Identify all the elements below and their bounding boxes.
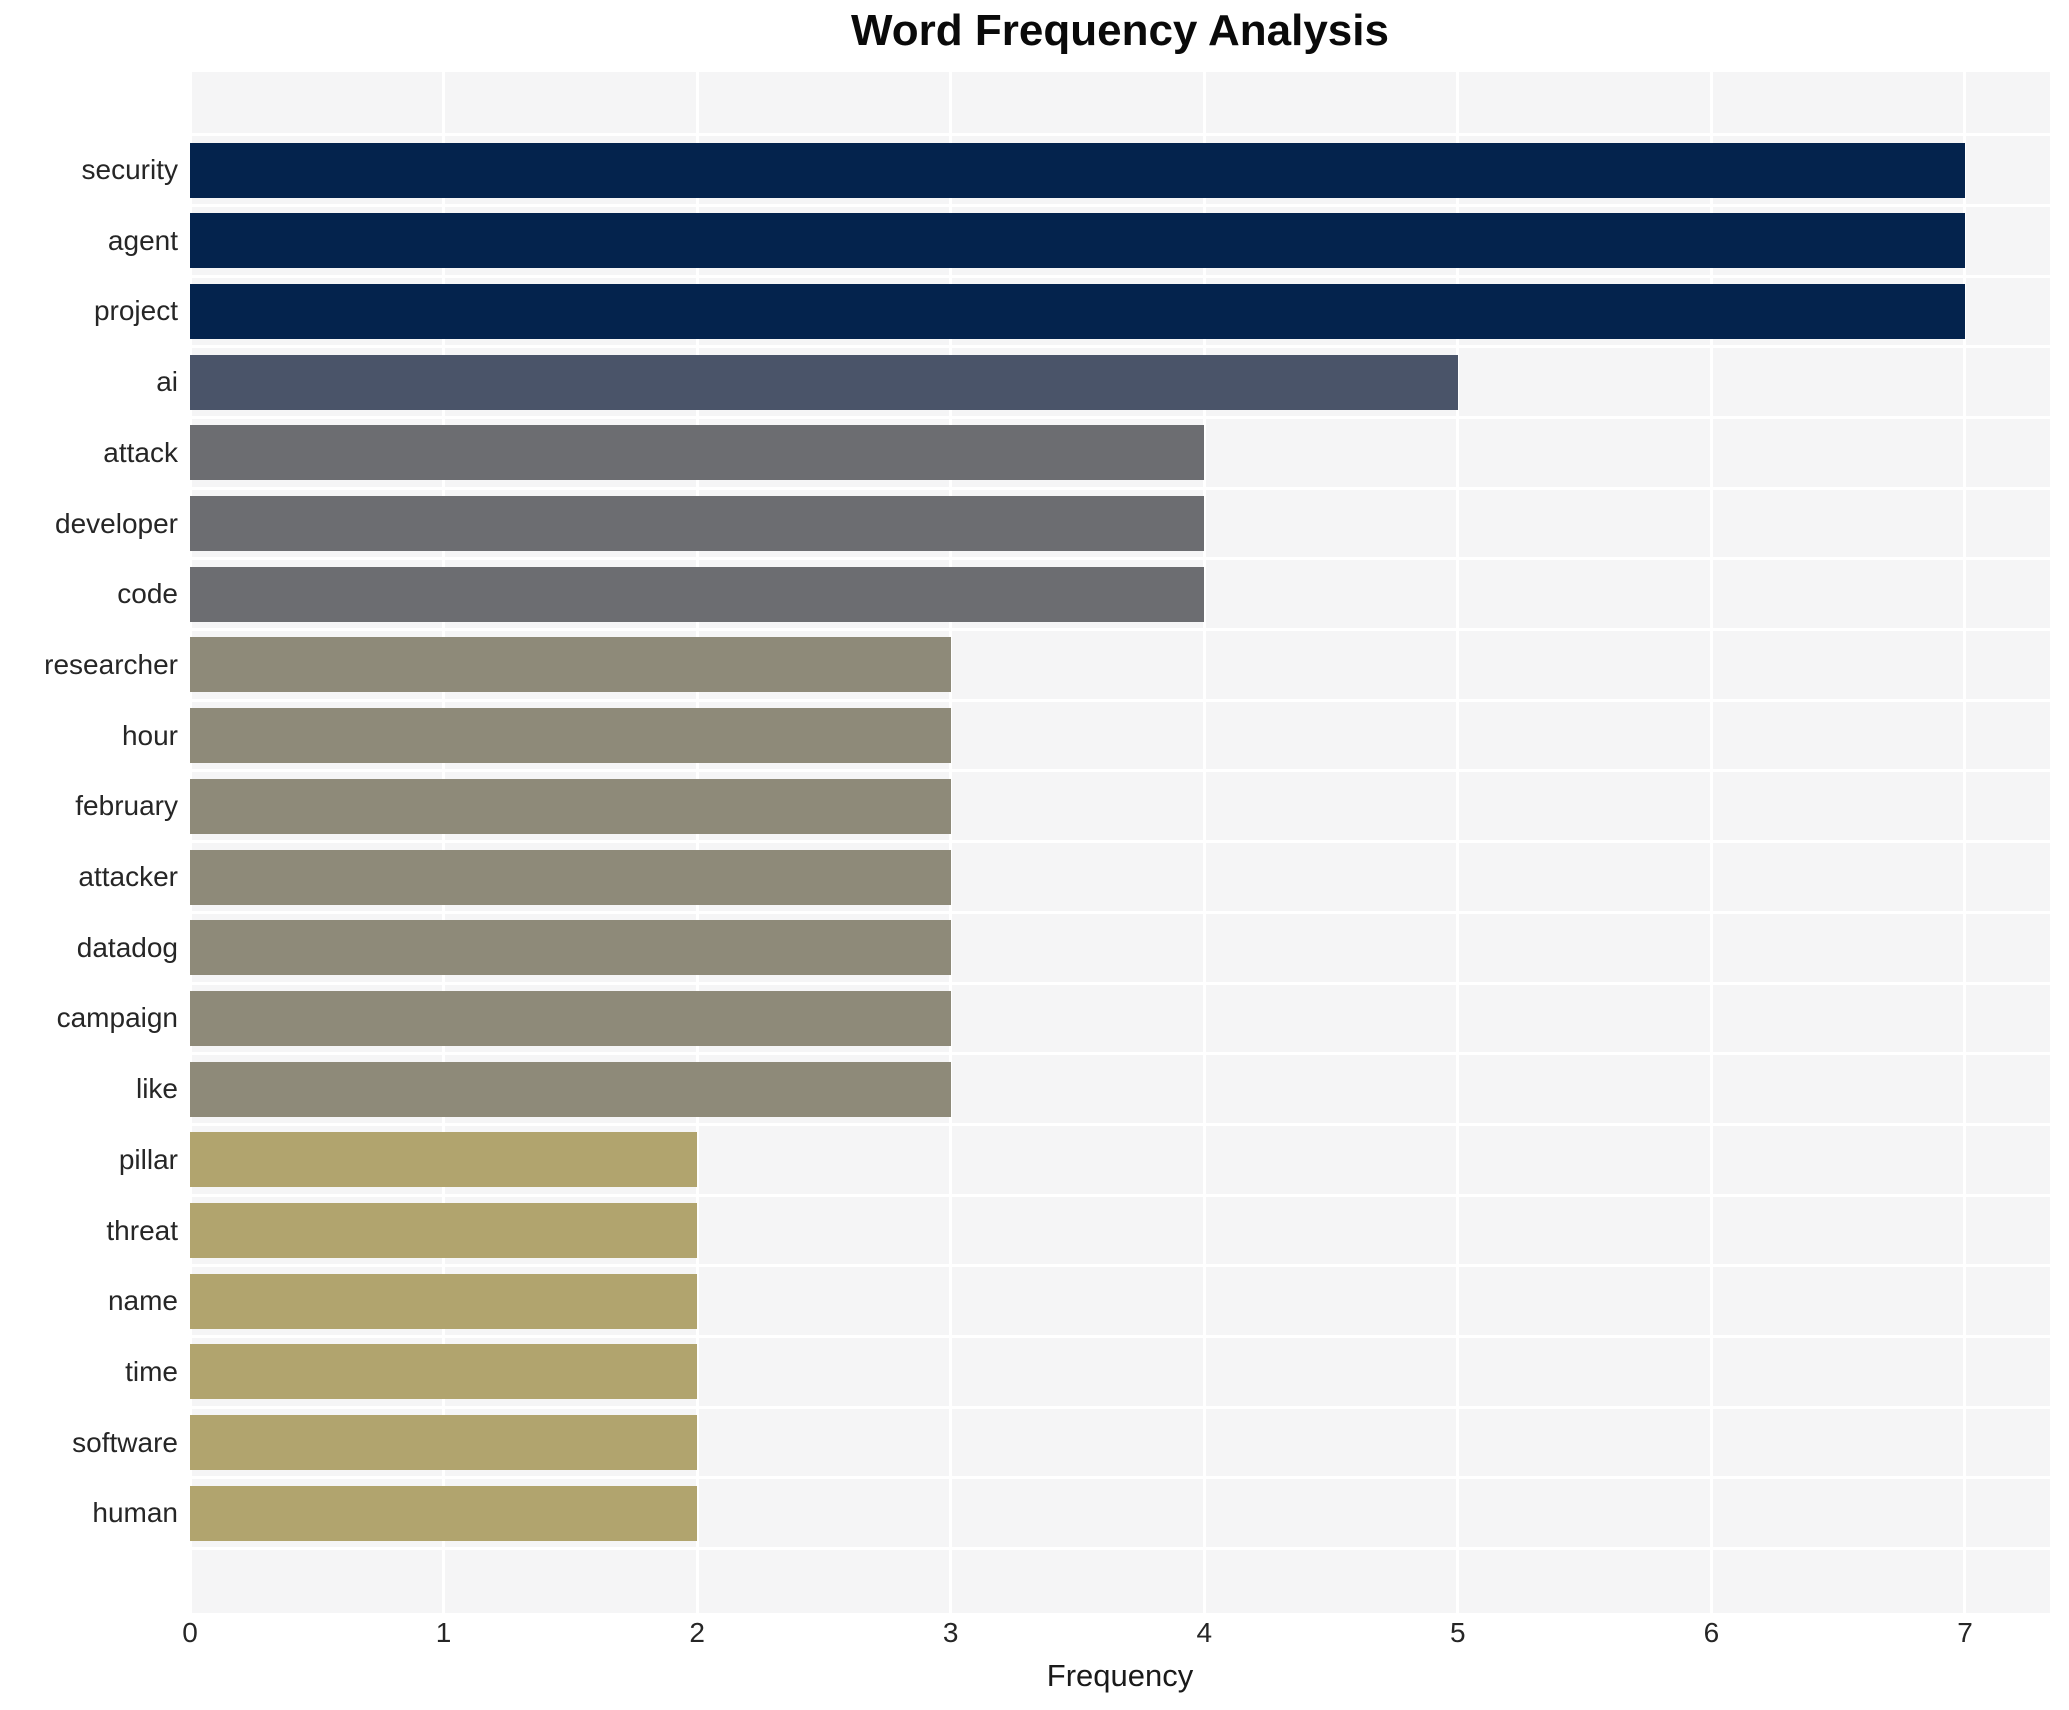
x-gridline bbox=[1202, 72, 1206, 1613]
category-label-campaign: campaign bbox=[56, 1002, 178, 1034]
y-gridline bbox=[190, 1264, 2050, 1268]
category-label-software: software bbox=[72, 1426, 178, 1458]
bar-time bbox=[190, 1344, 698, 1400]
plot-area bbox=[188, 72, 2050, 1613]
x-gridline bbox=[1456, 72, 1460, 1613]
x-tick-0: 0 bbox=[182, 1617, 198, 1648]
bar-hour bbox=[190, 708, 951, 764]
category-label-researcher: researcher bbox=[44, 648, 178, 680]
category-label-agent: agent bbox=[107, 224, 178, 256]
y-gridline bbox=[190, 345, 2050, 349]
category-label-name: name bbox=[107, 1285, 178, 1317]
y-gridline bbox=[190, 1405, 2050, 1409]
bar-datadog bbox=[190, 920, 951, 976]
y-gridline bbox=[190, 910, 2050, 914]
bar-researcher bbox=[190, 637, 951, 693]
category-label-ai: ai bbox=[156, 366, 178, 398]
bar-threat bbox=[190, 1203, 698, 1258]
category-label-security: security bbox=[81, 154, 178, 185]
y-gridline bbox=[190, 415, 2050, 419]
category-label-hour: hour bbox=[121, 719, 178, 751]
bar-name bbox=[190, 1273, 698, 1329]
bar-february bbox=[190, 778, 951, 834]
y-gridline bbox=[190, 769, 2050, 773]
category-label-pillar: pillar bbox=[118, 1143, 178, 1175]
y-gridline bbox=[190, 840, 2050, 844]
y-gridline bbox=[190, 1547, 2050, 1551]
y-gridline bbox=[190, 557, 2050, 561]
x-gridline bbox=[442, 72, 446, 1613]
y-gridline bbox=[190, 1476, 2050, 1480]
x-gridline bbox=[695, 72, 699, 1613]
y-gridline bbox=[190, 698, 2050, 702]
category-label-like: like bbox=[135, 1073, 178, 1105]
category-label-human: human bbox=[92, 1497, 178, 1529]
x-tick-4: 4 bbox=[1196, 1617, 1213, 1648]
x-gridline bbox=[188, 72, 192, 1613]
y-gridline bbox=[190, 628, 2050, 632]
x-tick-6: 6 bbox=[1703, 1617, 1720, 1648]
category-label-project: project bbox=[93, 295, 178, 327]
y-gridline bbox=[190, 133, 2050, 137]
x-gridline bbox=[1963, 72, 1967, 1613]
y-gridline bbox=[190, 1122, 2050, 1126]
bar-developer bbox=[190, 496, 1205, 551]
bar-attack bbox=[190, 425, 1205, 481]
chart-title: Word Frequency Analysis bbox=[851, 6, 1389, 55]
bar-agent bbox=[190, 213, 1965, 269]
x-tick-7: 7 bbox=[1957, 1617, 1973, 1648]
category-label-attacker: attacker bbox=[78, 861, 178, 892]
bar-project bbox=[190, 283, 1965, 339]
y-gridline bbox=[190, 274, 2050, 278]
bar-attacker bbox=[190, 849, 951, 905]
x-gridline bbox=[1709, 72, 1713, 1613]
y-gridline bbox=[190, 203, 2050, 207]
category-label-attack: attack bbox=[103, 436, 178, 468]
x-tick-2: 2 bbox=[689, 1617, 705, 1648]
y-gridline bbox=[190, 981, 2050, 985]
y-gridline bbox=[190, 486, 2050, 490]
x-tick-5: 5 bbox=[1450, 1617, 1466, 1648]
bar-campaign bbox=[190, 990, 951, 1046]
category-label-time: time bbox=[125, 1355, 178, 1387]
x-axis-label: Frequency bbox=[1046, 1658, 1194, 1693]
y-gridline bbox=[190, 1052, 2050, 1056]
bar-pillar bbox=[190, 1132, 698, 1188]
bar-human bbox=[190, 1485, 698, 1541]
x-tick-1: 1 bbox=[435, 1617, 452, 1648]
y-gridline bbox=[190, 1335, 2050, 1339]
category-label-threat: threat bbox=[106, 1214, 178, 1246]
category-label-developer: developer bbox=[55, 507, 178, 539]
x-tick-3: 3 bbox=[942, 1617, 959, 1648]
x-gridline bbox=[949, 72, 953, 1613]
bar-software bbox=[190, 1415, 698, 1471]
bar-code bbox=[190, 566, 1205, 622]
category-label-datadog: datadog bbox=[76, 931, 178, 963]
bar-security bbox=[190, 142, 1965, 198]
bar-ai bbox=[190, 354, 1458, 410]
y-gridline bbox=[190, 1193, 2050, 1197]
category-label-code: code bbox=[117, 578, 178, 610]
bar-like bbox=[190, 1061, 951, 1117]
category-label-february: february bbox=[75, 790, 178, 822]
